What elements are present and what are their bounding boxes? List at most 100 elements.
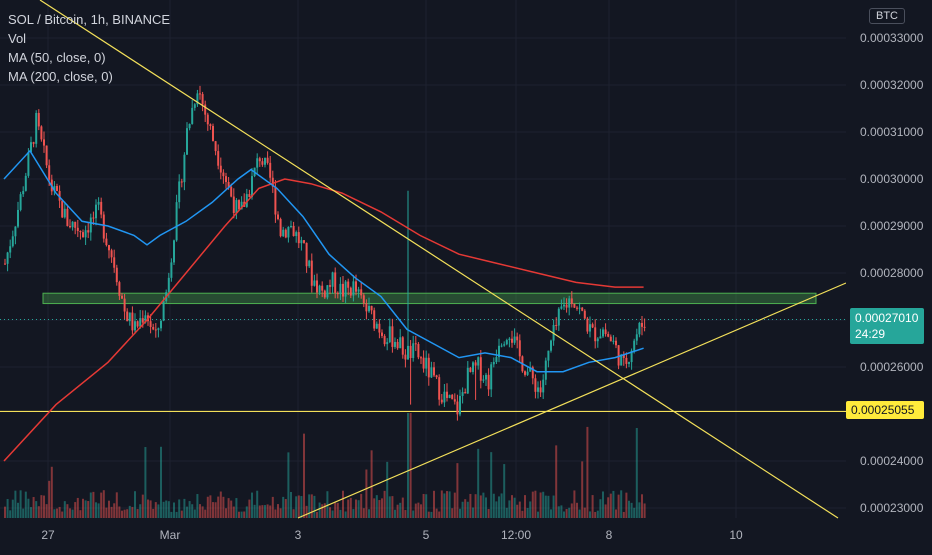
candle-body — [149, 321, 152, 328]
volume-bar — [100, 492, 103, 518]
candle-body — [404, 354, 407, 360]
volume-bar — [573, 490, 576, 518]
symbol-title[interactable]: SOL / Bitcoin, 1h, BINANCE — [8, 12, 171, 27]
volume-bar — [71, 509, 74, 518]
candle-body — [370, 305, 373, 311]
candle-body — [277, 214, 279, 220]
volume-bar — [240, 511, 243, 518]
ma50-indicator-label[interactable]: MA (50, close, 0) — [8, 50, 106, 65]
vol-indicator-label[interactable]: Vol — [8, 31, 27, 46]
ascending-trendline[interactable] — [297, 282, 847, 519]
candle-body — [196, 93, 199, 105]
candle-body — [607, 334, 610, 337]
x-tick-label: 3 — [295, 528, 302, 542]
y-tick-label: 0.00032000 — [860, 78, 924, 92]
candles — [4, 85, 646, 421]
resistance-zone[interactable] — [42, 292, 817, 305]
volume-bar — [17, 502, 19, 518]
candle-body — [128, 312, 131, 322]
volume-bar — [589, 511, 591, 518]
candle-body — [186, 128, 188, 155]
candle-body — [539, 387, 542, 393]
volume-bar — [152, 508, 155, 518]
volume-bar — [230, 500, 233, 518]
candle-body — [69, 225, 71, 228]
volume-bar — [321, 504, 324, 518]
ma200-line — [3, 178, 644, 462]
candle-body — [121, 295, 123, 299]
volume-bar — [92, 491, 95, 518]
candle-body — [612, 340, 615, 342]
candle-body — [625, 357, 628, 364]
candle-body — [498, 345, 500, 358]
volume-bar — [381, 498, 383, 518]
volume-bar — [596, 510, 599, 518]
volume-bar — [511, 495, 513, 518]
volume-bar — [45, 504, 48, 518]
volume-bar — [524, 495, 526, 518]
candle-body — [487, 374, 490, 390]
volume-bar — [425, 494, 428, 518]
candle-body — [573, 303, 576, 308]
price-axis[interactable]: 0.00033000 0.00032000 0.00031000 0.00030000… — [846, 0, 932, 550]
currency-badge[interactable]: BTC — [869, 8, 905, 24]
candle-body — [417, 343, 420, 358]
volume-bar — [466, 501, 469, 518]
volume-bar — [357, 500, 360, 518]
volume-bar — [607, 497, 610, 518]
volume-bar — [11, 499, 14, 518]
candle-body — [578, 307, 581, 309]
candle-body — [542, 379, 545, 393]
volume-bar — [570, 503, 573, 518]
volume-bar — [167, 501, 170, 518]
volume-bar — [219, 491, 222, 518]
candle-body — [446, 391, 448, 398]
candle-body — [596, 338, 599, 342]
volume-bar — [131, 506, 134, 518]
candle-body — [396, 341, 399, 349]
candle-body — [453, 399, 456, 402]
volume-bar — [594, 511, 597, 518]
volume-bar — [482, 492, 485, 518]
candle-body — [152, 327, 155, 330]
volume-bar — [193, 509, 196, 518]
volume-bar — [477, 448, 480, 518]
x-tick-label: Mar — [160, 528, 181, 542]
candle-body — [206, 114, 209, 125]
volume-bar — [370, 450, 373, 518]
candle-body — [407, 345, 409, 360]
descending-trendline[interactable] — [39, 0, 839, 519]
x-tick-label: 12:00 — [501, 528, 531, 542]
candle-body — [235, 200, 238, 213]
volume-bar — [183, 498, 186, 518]
candle-body — [63, 208, 66, 218]
candle-body — [440, 399, 443, 403]
candle-body — [4, 263, 6, 265]
volume-bar — [329, 507, 331, 518]
candle-body — [256, 158, 259, 168]
volume-bar — [461, 501, 464, 518]
volume-bar — [89, 492, 92, 518]
candle-body — [183, 154, 186, 183]
candle-body — [352, 281, 355, 296]
time-axis[interactable]: 27 Mar 3 5 12:00 8 10 — [41, 528, 743, 542]
volume-bar — [373, 498, 376, 518]
volume-bar — [162, 501, 165, 518]
volume-bar — [243, 511, 246, 518]
candle-body — [123, 298, 126, 312]
volume-bar — [95, 502, 97, 518]
volume-bar — [456, 463, 459, 518]
ma200-indicator-label[interactable]: MA (200, close, 0) — [8, 69, 113, 84]
volume-bar — [612, 490, 615, 518]
volume-bar — [490, 452, 493, 518]
candle-body — [323, 290, 326, 298]
candle-body — [199, 93, 201, 95]
volume-bar — [297, 495, 300, 518]
volume-bar — [206, 496, 209, 518]
volume-bar — [404, 510, 407, 518]
volume-bar — [464, 499, 467, 518]
candle-body — [97, 201, 100, 205]
candle-body — [287, 226, 290, 238]
candle-body — [82, 232, 84, 238]
